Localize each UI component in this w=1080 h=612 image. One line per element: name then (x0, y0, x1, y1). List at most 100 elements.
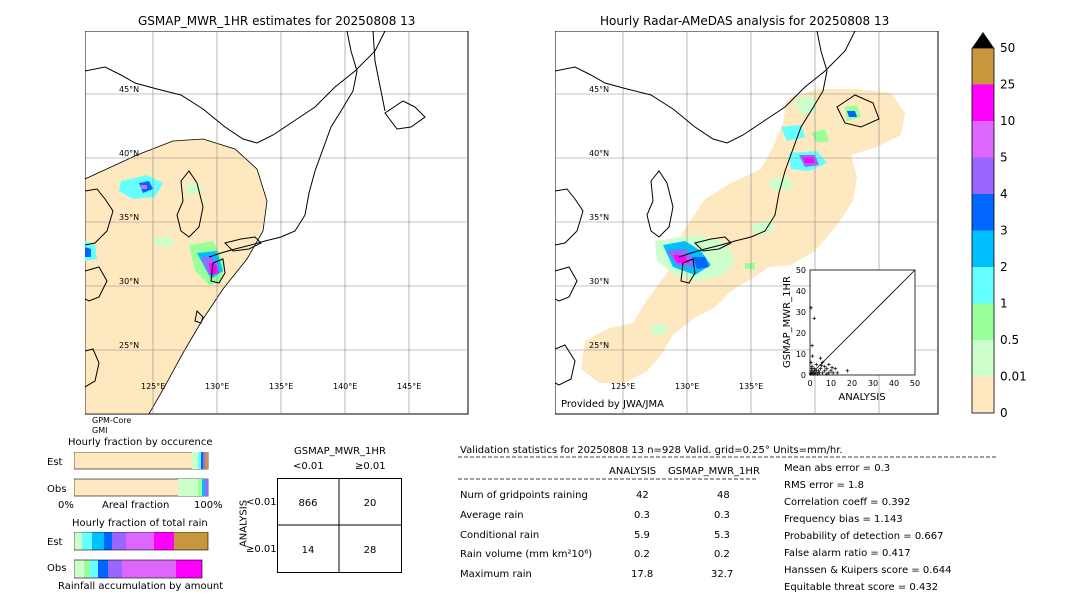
validation-row-label: Rain volume (mm km²10⁶) (460, 549, 593, 560)
left-lon-label: 130°E (205, 382, 229, 391)
scatter-point (818, 366, 823, 371)
scatter-point (810, 364, 814, 369)
right-lat-label: 25°N (589, 341, 609, 350)
scatter-point (808, 372, 813, 376)
scatter-y-tick: 10 (796, 350, 806, 359)
left-lat-label: 45°N (119, 85, 139, 94)
colorbar-box (972, 267, 994, 304)
scatter-xlabel: ANALYSIS (838, 392, 885, 403)
left-map-footer-line1: GPM-Core (92, 416, 132, 425)
scatter-point (827, 362, 831, 367)
scatter-x-tick: 30 (868, 379, 878, 388)
colorbar-box (972, 194, 994, 231)
occurrence-axis-left: 0% (58, 500, 74, 511)
validation-col-analysis: ANALYSIS (609, 466, 657, 477)
contingency-cell: 28 (364, 545, 377, 556)
score-line: Equitable threat score = 0.432 (784, 582, 939, 593)
total-rain-row-label: Obs (47, 563, 67, 574)
contingency-row-label: ≥0.01 (246, 544, 277, 555)
validation-row-gsmap: 48 (717, 490, 730, 501)
right-lon-label: 135°E (739, 382, 763, 391)
occurrence-row-label: Obs (47, 484, 67, 495)
total-rain-footer: Rainfall accumulation by amount (58, 581, 224, 592)
colorbar-label: 25 (1000, 78, 1015, 92)
validation-row-label: Conditional rain (460, 530, 540, 541)
scatter-y-tick: 50 (796, 266, 806, 275)
contingency-grid: 866 20 14 28 (277, 478, 402, 573)
right-lat-label: 30°N (589, 277, 609, 286)
contingency-col-label: <0.01 (293, 461, 324, 472)
scatter-point (831, 371, 835, 375)
validation-col-gsmap: GSMAP_MWR_1HR (668, 466, 760, 477)
scatter-point (814, 362, 819, 367)
scatter-point (822, 369, 827, 373)
left-lon-label: 140°E (333, 382, 357, 391)
colorbar-box (972, 121, 994, 158)
scatter-point (820, 371, 825, 375)
colorbar-label: 5 (1000, 151, 1008, 165)
validation-row-gsmap: 32.7 (711, 569, 734, 580)
scatter-point (830, 365, 834, 370)
score-line: False alarm ratio = 0.417 (784, 548, 911, 559)
validation-row-label: Maximum rain (460, 569, 532, 580)
scatter-y-tick: 30 (796, 308, 806, 317)
right-lon-label: 125°E (611, 382, 635, 391)
colorbar-box (972, 340, 994, 377)
colorbar-label: 0.5 (1000, 333, 1019, 347)
contingency-cell: 14 (302, 545, 315, 556)
contingency-cell: 866 (298, 498, 317, 509)
colorbar-box (972, 230, 994, 267)
left-lon-label: 135°E (269, 382, 293, 391)
left-map-title: GSMAP_MWR_1HR estimates for 20250808 13 (138, 14, 416, 28)
map-credit: Provided by JWA/JMA (561, 399, 664, 410)
scatter-point (825, 366, 829, 371)
colorbar-label: 4 (1000, 187, 1008, 201)
score-line: Mean abs error = 0.3 (784, 463, 891, 474)
colorbar-label: 3 (1000, 224, 1008, 238)
scatter-y-tick: 0 (801, 371, 806, 380)
colorbar-box (972, 157, 994, 194)
right-lat-label: 40°N (589, 149, 609, 158)
scatter-x-tick: 0 (807, 379, 812, 388)
left-lon-label: 125°E (141, 382, 165, 391)
right-map: 45°N 40°N 35°N 30°N 25°N 125°E 130°E 135… (555, 31, 939, 415)
right-lon-label: 130°E (675, 382, 699, 391)
scatter-point (814, 369, 819, 373)
scatter-point (812, 316, 816, 321)
right-lat-label: 35°N (589, 213, 609, 222)
colorbar-box (972, 303, 994, 340)
score-line: RMS error = 1.8 (784, 480, 864, 491)
scatter-point (809, 306, 813, 310)
colorbar-label: 1 (1000, 297, 1008, 311)
colorbar-label: 10 (1000, 114, 1015, 128)
left-lat-label: 40°N (119, 149, 139, 158)
left-lat-label: 25°N (119, 341, 139, 350)
scatter-point (817, 371, 822, 375)
occurrence-axis-right: 100% (194, 500, 223, 511)
scatter-x-tick: 50 (910, 379, 920, 388)
validation-row-analysis: 42 (636, 490, 649, 501)
colorbar-outline (971, 47, 995, 414)
scatter-inset: 00 10 10 20 20 30 30 40 40 50 50 GSMAP_MWR_1HR ANA… (782, 266, 920, 403)
score-line: Hanssen & Kuipers score = 0.644 (784, 565, 952, 576)
scatter-point (825, 372, 829, 376)
left-lat-label: 30°N (119, 277, 139, 286)
scatter-point (827, 371, 831, 375)
scatter-point (845, 369, 850, 373)
validation-row-gsmap: 0.2 (714, 549, 730, 560)
total-rain-bars (74, 532, 209, 579)
scatter-y-tick: 40 (796, 287, 806, 296)
occurrence-row-label: Est (47, 457, 63, 468)
colorbar: 50 25 10 5 4 3 2 1 0.5 0.01 0 (971, 32, 1027, 418)
total-rain-title: Hourly fraction of total rain (72, 518, 208, 529)
validation-header: Validation statistics for 20250808 13 n=… (460, 445, 843, 456)
contingency-title: GSMAP_MWR_1HR (294, 446, 386, 457)
left-lat-label: 35°N (119, 213, 139, 222)
score-line: Probability of detection = 0.667 (784, 531, 944, 542)
colorbar-box (972, 376, 994, 413)
occurrence-title: Hourly fraction by occurence (68, 437, 213, 448)
colorbar-label: 50 (1000, 41, 1015, 55)
score-line: Correlation coeff = 0.392 (784, 497, 911, 508)
validation-dashes (458, 456, 996, 480)
scatter-x-tick: 20 (847, 379, 857, 388)
